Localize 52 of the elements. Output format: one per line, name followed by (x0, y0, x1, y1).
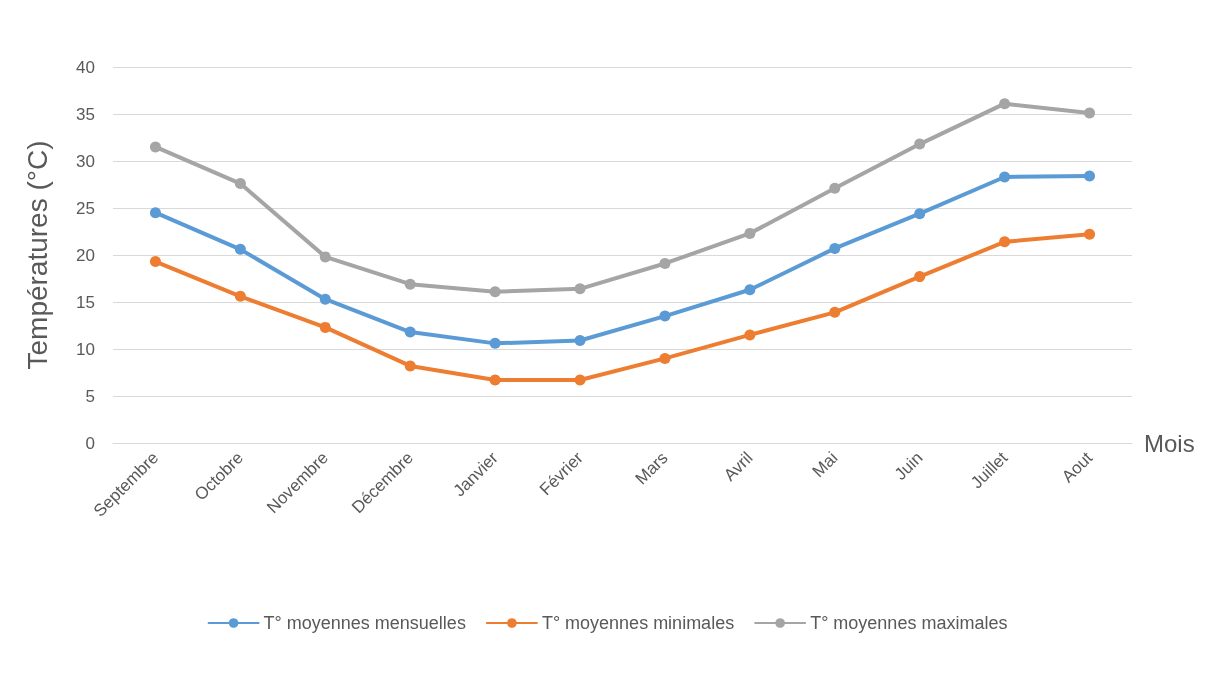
point (999, 236, 1011, 248)
x-tick-label: Mai (808, 448, 842, 482)
point (149, 141, 161, 153)
point (1084, 228, 1096, 240)
point (999, 98, 1011, 110)
point (234, 290, 246, 302)
y-tick-label: 35 (76, 104, 95, 124)
y-tick-label: 5 (85, 386, 95, 406)
point (999, 171, 1011, 183)
y-tick-label: 15 (76, 292, 95, 312)
point (234, 178, 246, 190)
legend-label: T° moyennes maximales (810, 613, 1008, 633)
legend-label: T° moyennes minimales (541, 613, 735, 633)
x-tick-label: Juin (890, 448, 927, 484)
point (574, 335, 586, 347)
y-axis-title: Températures (°C) (21, 140, 53, 370)
point (319, 321, 331, 333)
y-tick-label: 40 (76, 57, 95, 77)
y-tick-label: 0 (85, 433, 95, 453)
point (404, 278, 416, 290)
point (914, 208, 926, 220)
point (489, 286, 501, 298)
point (574, 283, 586, 295)
point (404, 326, 416, 338)
point (574, 374, 586, 386)
y-tick-label: 10 (76, 339, 95, 359)
point (829, 306, 841, 318)
y-tick-label: 30 (76, 151, 95, 171)
point (914, 271, 926, 283)
point (404, 360, 416, 372)
point (234, 243, 246, 255)
x-axis-title: Mois (1144, 429, 1195, 457)
point (744, 227, 756, 239)
point (659, 310, 671, 322)
point (914, 138, 926, 150)
point (489, 374, 501, 386)
point (489, 337, 501, 349)
point (829, 242, 841, 254)
point (659, 257, 671, 269)
point (744, 284, 756, 296)
point (149, 207, 161, 219)
point (659, 352, 671, 364)
point (319, 293, 331, 305)
point (1084, 107, 1096, 119)
point (149, 256, 161, 268)
point (319, 251, 331, 263)
point (1084, 170, 1096, 182)
y-tick-label: 20 (76, 245, 95, 265)
point (829, 182, 841, 194)
y-tick-label: 25 (76, 198, 95, 218)
point (744, 329, 756, 341)
legend-label: T° moyennes mensuelles (263, 613, 466, 633)
